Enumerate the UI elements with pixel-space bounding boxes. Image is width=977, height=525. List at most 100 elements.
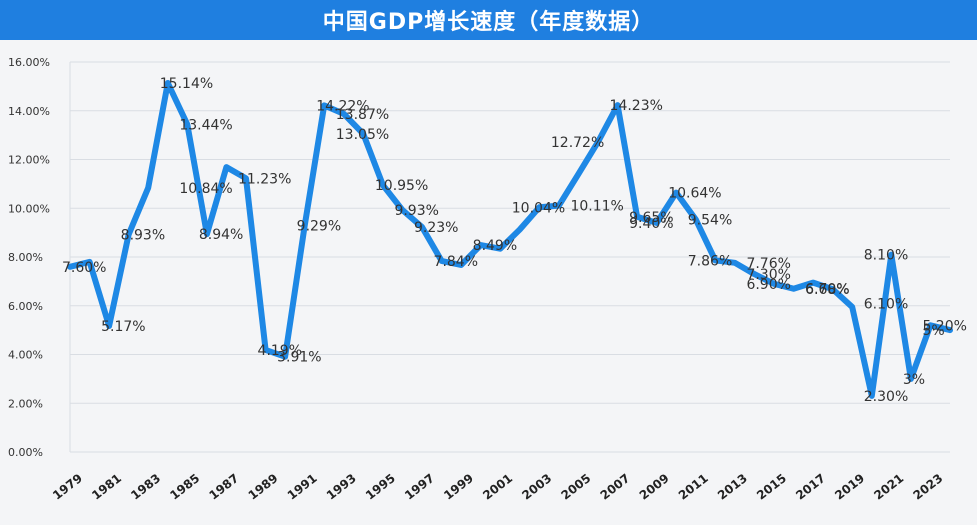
data-label: 10.11% [570,199,623,215]
data-point [380,182,386,188]
x-tick-label: 2007 [598,471,633,503]
data-label: 8.93% [121,227,165,243]
data-point [888,252,894,258]
data-label: 10.64% [668,186,721,202]
data-label: 9.40% [629,216,673,232]
data-point [439,258,445,264]
data-point [321,102,327,108]
x-axis: 1979 1981 1983 1985 1987 1989 1991 1993 1995 1997… [50,471,945,503]
data-point [556,203,562,209]
data-point [908,376,914,382]
data-label: 10.04% [512,200,565,216]
data-points [67,80,953,399]
y-tick-label: 12.00% [8,154,50,167]
data-point [732,260,738,266]
y-axis: 0.00% 2.00% 4.00% 6.00% 8.00% 10.00% 12.00% 14.… [8,56,50,459]
data-point [282,354,288,360]
x-tick-label: 2015 [754,471,789,503]
data-point [615,102,621,108]
data-label: 8.94% [199,227,243,243]
data-point [360,131,366,137]
data-label: 10.95% [375,178,428,194]
y-tick-label: 14.00% [8,105,50,118]
data-point [204,231,210,237]
data-point [106,323,112,329]
data-label: 14.23% [610,98,663,114]
data-label: 13.87% [336,107,389,123]
x-tick-label: 1989 [246,471,281,503]
data-point [927,322,933,328]
data-point [751,271,757,277]
data-point [87,259,93,265]
data-point [263,347,269,353]
y-tick-label: 10.00% [8,202,50,215]
data-label: 5.20% [922,318,966,334]
data-point [458,262,464,268]
data-labels: 7.60% 5.17% 8.93% 15.14% 13.44% 10.84% 8.94% 11… [62,76,967,405]
data-point [693,216,699,222]
x-tick-label: 1991 [285,471,320,503]
data-label: 2.30% [864,389,908,405]
data-label: 9.54% [688,212,732,228]
y-tick-label: 2.00% [8,397,43,410]
data-point [634,214,640,220]
data-label: 7.30% [746,267,790,283]
data-label: 6.90% [746,277,790,293]
data-label: 6.68% [805,282,849,298]
data-point [302,223,308,229]
x-tick-label: 2021 [871,471,906,503]
x-tick-label: 2011 [676,471,711,503]
chart-canvas: 0.00% 2.00% 4.00% 6.00% 8.00% 10.00% 12.00% 14.… [8,56,967,503]
x-tick-label: 1987 [207,471,242,503]
x-tick-label: 1985 [167,471,202,503]
data-label: 12.72% [551,135,604,151]
data-label: 15.14% [160,76,213,92]
data-point [869,393,875,399]
x-tick-label: 2005 [559,471,594,503]
data-label: 8.10% [864,248,908,264]
x-tick-label: 2023 [911,471,946,503]
data-label: 9.65% [629,210,673,226]
x-tick-label: 1995 [363,471,398,503]
data-label: 4.19% [258,343,302,359]
data-point [341,111,347,117]
data-point [654,220,660,226]
data-point [145,185,151,191]
y-tick-label: 0.00% [8,446,43,459]
data-point [791,286,797,292]
data-label: 9.93% [394,203,438,219]
data-point [712,257,718,263]
x-tick-label: 1981 [89,471,124,503]
data-point [478,242,484,248]
x-tick-label: 1979 [50,471,85,503]
data-point [947,327,953,333]
data-point [673,190,679,196]
data-label: 5.17% [101,319,145,335]
data-point [771,281,777,287]
data-point [497,246,503,252]
data-point [184,121,190,127]
data-point [575,171,581,177]
data-label: 7.76% [746,256,790,272]
data-label: 7.86% [688,253,732,269]
x-tick-label: 2003 [519,471,554,503]
data-label: 14.22% [316,98,369,114]
data-point [126,231,132,237]
x-tick-label: 2017 [793,471,828,503]
data-point [849,304,855,310]
data-point [595,139,601,145]
gdp-growth-line [67,80,953,399]
data-point [536,204,542,210]
data-label: 13.05% [336,127,389,143]
data-point [517,226,523,232]
data-point [830,286,836,292]
y-tick-label: 4.00% [8,349,43,362]
data-label: 10.84% [179,181,232,197]
x-tick-label: 1997 [402,471,437,503]
x-tick-label: 2001 [480,471,515,503]
y-tick-label: 6.00% [8,300,43,313]
data-label: 6.70% [805,282,849,298]
data-label: 9.23% [414,220,458,236]
x-tick-label: 1999 [441,471,476,503]
data-point [419,224,425,230]
